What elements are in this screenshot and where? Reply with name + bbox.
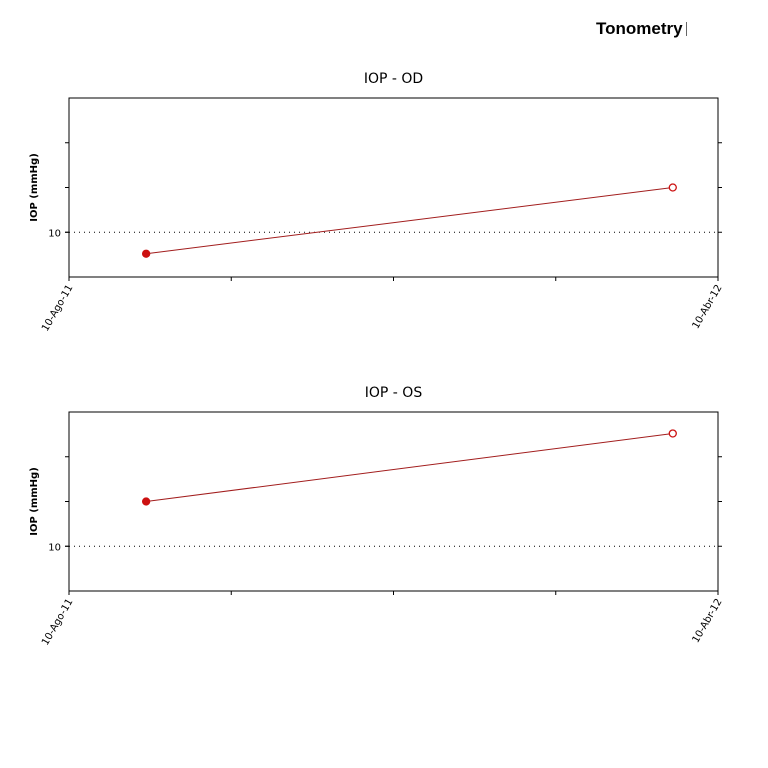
plot-frame [68,411,719,592]
chart-title: IOP - OD [364,71,423,87]
x-tick-label: 10-Ago-11 [40,597,76,647]
x-tick-label: 10-Abr-12 [691,597,725,645]
chart-1: IOP - OD IOP (mmHg) 10 10-Ago-11 10-Abr-12 [29,71,725,333]
series-line [146,432,673,502]
plot-frame [68,97,719,278]
y-tick-label: 10 [48,542,61,553]
y-tick-label: 10 [48,228,61,239]
series-line [146,187,673,255]
chart-title: IOP - OS [365,385,423,401]
x-tick-label: 10-Ago-11 [40,283,76,333]
title-cursor-mark [686,22,687,36]
data-point [141,249,151,258]
y-axis-label: IOP (mmHg) [29,467,40,536]
data-point [668,183,677,192]
x-tick-label: 10-Abr-12 [691,283,725,331]
y-axis-label: IOP (mmHg) [29,153,40,222]
page-title: Tonometry [596,19,683,38]
data-point [668,429,677,438]
chart-2: IOP - OS IOP (mmHg) 10 10-Ago-11 10-Abr-12 [29,385,725,647]
data-point [141,497,151,506]
